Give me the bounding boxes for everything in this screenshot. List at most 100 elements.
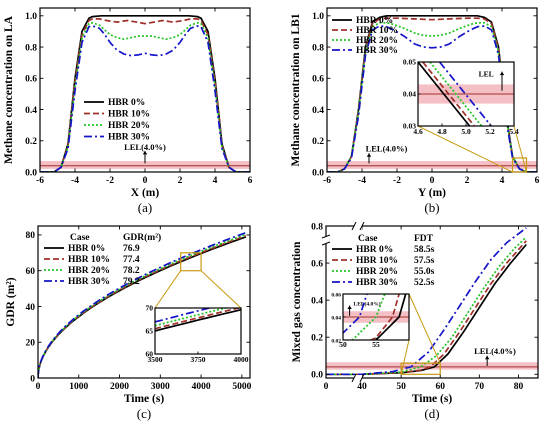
inset: 50 55 0.02 0.04 0.06 LEL(4.0%) xyxy=(331,293,410,349)
y-tick-label: 60 xyxy=(26,267,36,277)
panel-caption: (a) xyxy=(138,200,152,215)
series-group xyxy=(418,62,492,126)
legend-value: 79.2 xyxy=(123,277,140,287)
legend-header: FDT xyxy=(414,234,434,244)
legend-value: 58.5s xyxy=(414,245,435,255)
series-line xyxy=(343,294,368,335)
legend-entry: HBR 20% xyxy=(356,267,398,277)
zoom-connector xyxy=(513,125,527,173)
zoom-connector xyxy=(417,125,513,173)
lel-annotation: LEL(4.0%) xyxy=(474,346,516,356)
arrow-head xyxy=(366,153,372,157)
y-tick-label: 80 xyxy=(26,231,36,241)
x-tick-label: 6 xyxy=(248,176,253,186)
axis-break-gap xyxy=(354,375,362,381)
series-group xyxy=(343,294,407,340)
x-tick-label: -4 xyxy=(71,176,79,186)
x-tick-label: 2000 xyxy=(110,382,129,392)
inset-y-tick-label: 0.04 xyxy=(331,316,341,322)
inset-x-tick-label: 4.6 xyxy=(413,127,423,136)
y-tick-label: 0.0 xyxy=(311,371,323,381)
x-tick-label: 6 xyxy=(535,176,540,186)
lel-band xyxy=(40,161,250,169)
inset-y-tick-label: 0.03 xyxy=(403,122,416,131)
legend-value: 52.5s xyxy=(414,278,435,288)
zoom-connector xyxy=(400,339,410,375)
inset-x-tick-label: 55 xyxy=(372,340,380,349)
x-axis-label: Time (s) xyxy=(412,393,453,405)
legend-header: Case xyxy=(358,234,378,244)
legend-entry: HBR 30% xyxy=(108,133,150,143)
lel-band xyxy=(326,362,538,370)
legend-entry: HBR 0% xyxy=(356,245,393,255)
x-tick-label: -6 xyxy=(323,176,331,186)
x-tick-label: 3000 xyxy=(151,382,170,392)
legend-entry: HBR 20% xyxy=(108,121,150,131)
arrow-head xyxy=(142,150,148,155)
y-tick-label: 0.6 xyxy=(312,75,324,85)
axis-break xyxy=(321,221,365,383)
y-tick-label: 0 xyxy=(30,374,35,384)
x-tick-label: 50 xyxy=(396,382,406,392)
legend: HBR 0%HBR 10%HBR 20%HBR 30% xyxy=(84,98,150,143)
inset-x-tick-label: 5.0 xyxy=(461,127,471,136)
x-tick-label: 40 xyxy=(357,382,367,392)
y-tick-label: 0.0 xyxy=(312,168,324,178)
y-tick-label: 1.0 xyxy=(25,12,37,22)
legend-entry: HBR 0% xyxy=(356,16,393,26)
inset-annotation: LEL xyxy=(479,69,494,78)
y-tick-label: 0.6 xyxy=(25,75,37,85)
x-tick-label: 0 xyxy=(430,176,435,186)
x-tick-label: 70 xyxy=(475,382,485,392)
series-line xyxy=(327,17,537,172)
series-line xyxy=(418,62,471,126)
inset-y-tick-label: 0.06 xyxy=(331,293,341,299)
axes-frame xyxy=(37,225,251,379)
legend: HBR 0%HBR 10%HBR 20%HBR 30% xyxy=(332,16,398,56)
series-line xyxy=(40,25,250,172)
arrow-head xyxy=(347,305,352,309)
series-group xyxy=(40,14,250,172)
inset-x-tick-label: 5.4 xyxy=(509,127,519,136)
y-tick-label: 0.8 xyxy=(311,222,323,232)
panel-caption: (c) xyxy=(137,406,151,421)
axis-break-mark xyxy=(321,234,331,239)
axes-frame xyxy=(325,225,539,379)
series-line xyxy=(326,240,527,376)
legend-entry: HBR 30% xyxy=(68,277,110,287)
inset-x-tick-label: 3500 xyxy=(148,355,163,364)
y-tick-label: 0.2 xyxy=(311,334,323,344)
series-line xyxy=(326,227,527,376)
inset: 4.6 4.8 5.0 5.2 5.4 0.03 0.04 0.05 LEL xyxy=(403,58,519,137)
axis-break-gap xyxy=(323,236,329,244)
legend-value: 77.4 xyxy=(123,255,140,265)
inset-y-tick-label: 60 xyxy=(146,350,154,359)
legend-entry: HBR 10% xyxy=(108,110,150,120)
x-tick-label: 60 xyxy=(435,382,445,392)
panel-c: 0 1000 2000 3000 4000 5000 0 20 40 60 80 Time (s) GD… xyxy=(5,225,252,421)
y-tick-label: 0.4 xyxy=(25,106,37,116)
zoom-connector xyxy=(200,270,242,309)
series-group xyxy=(155,308,241,332)
legend-value: 55.0s xyxy=(414,267,435,277)
series-line xyxy=(327,25,537,172)
axis-break-mark xyxy=(351,373,357,383)
inset-y-tick-label: 70 xyxy=(146,304,154,313)
y-tick-label: 0.4 xyxy=(311,296,323,306)
x-tick-label: 4000 xyxy=(192,382,211,392)
y-tick-label: 40 xyxy=(26,303,36,313)
y-tick-label: 0.4 xyxy=(312,106,324,116)
y-axis-label: Methane concentration on LA xyxy=(3,15,15,164)
series-line xyxy=(351,294,386,340)
x-tick-label: 1000 xyxy=(69,382,88,392)
inset-y-tick-label: 0.04 xyxy=(403,90,416,99)
x-axis-label: X (m) xyxy=(131,187,160,199)
series-line xyxy=(40,21,250,172)
arrow-head xyxy=(484,355,490,360)
x-tick-label: -2 xyxy=(106,176,114,186)
series-group xyxy=(326,227,527,376)
legend-entry: HBR 0% xyxy=(68,244,105,254)
legend-value: 76.9 xyxy=(123,244,140,254)
panel-a: -6 -4 -2 0 2 4 6 0.0 0.2 0.4 0.6 0.8 1.0 X (m) Methane… xyxy=(3,7,253,215)
